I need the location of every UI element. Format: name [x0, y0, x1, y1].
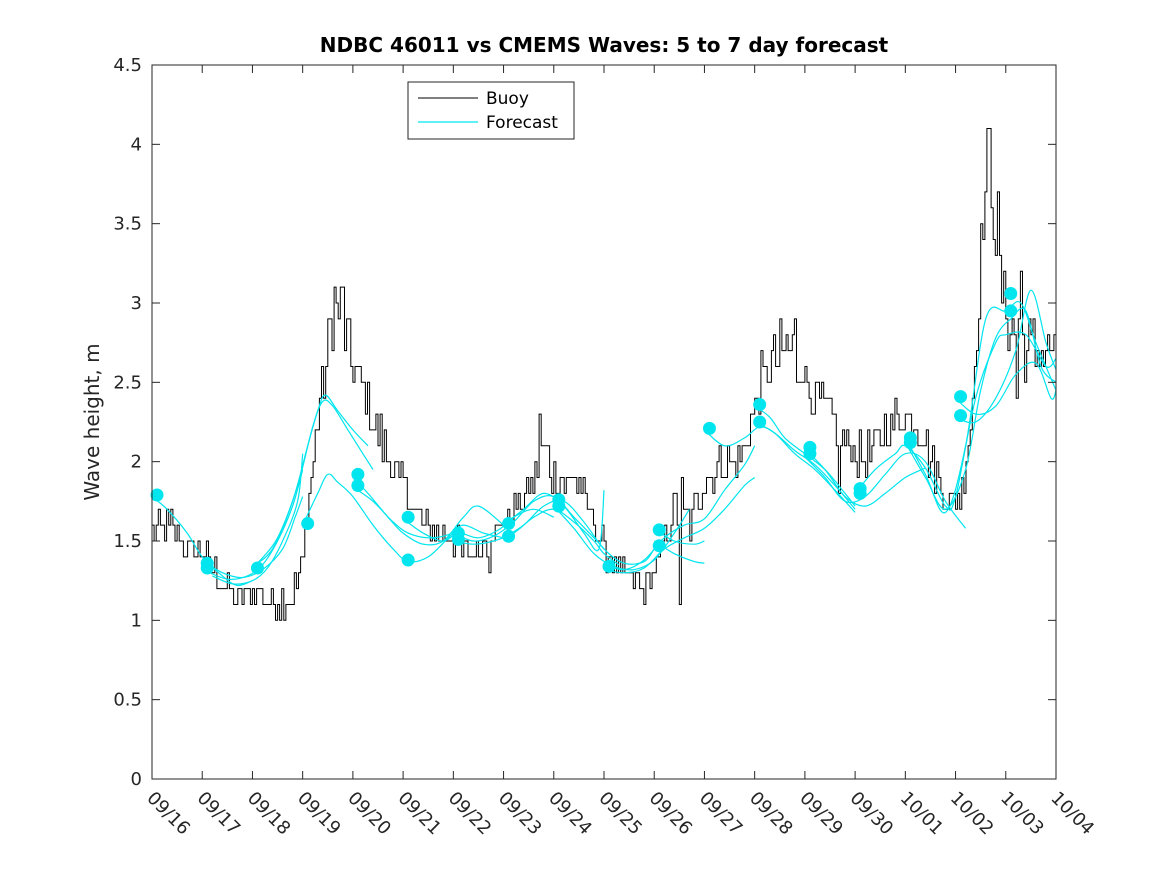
forecast-line	[904, 301, 1057, 514]
y-tick-label: 0	[131, 769, 142, 790]
forecast-line	[754, 421, 856, 513]
y-tick-label: 1.5	[113, 531, 142, 552]
forecast-marker	[150, 488, 164, 502]
forecast-line	[151, 496, 253, 587]
forecast-marker	[652, 523, 666, 537]
forecast-markers	[150, 286, 1018, 575]
forecast-line	[804, 452, 967, 529]
y-axis-label: Wave height, m	[80, 343, 104, 500]
y-tick-label: 2.5	[113, 372, 142, 393]
forecast-marker	[954, 409, 968, 423]
forecast-marker	[351, 467, 365, 481]
chart-title: NDBC 46011 vs CMEMS Waves: 5 to 7 day fo…	[320, 33, 889, 57]
forecast-marker	[753, 415, 767, 429]
forecast-marker	[1004, 304, 1018, 318]
legend-box	[407, 81, 575, 140]
forecast-marker	[502, 517, 516, 531]
y-tick-label: 3	[131, 293, 142, 314]
y-tick-label: 0.5	[113, 690, 142, 711]
legend: Buoy Forecast	[407, 81, 575, 140]
forecast-marker	[502, 529, 516, 543]
y-axis-ticks: 0 0.5 1 1.5 2 2.5 3 3.5 4 4.5	[113, 55, 1056, 790]
plot-area	[152, 65, 1056, 779]
forecast-marker	[753, 398, 767, 412]
forecast-line	[212, 453, 304, 585]
legend-buoy-label: Buoy	[486, 89, 529, 109]
forecast-marker	[552, 499, 566, 513]
forecast-marker	[903, 436, 917, 450]
y-tick-label: 4	[131, 134, 142, 155]
forecast-line	[352, 477, 504, 546]
forecast-marker	[401, 553, 415, 567]
forecast-line	[453, 495, 605, 550]
forecast-line	[257, 399, 374, 564]
forecast-line	[302, 473, 454, 563]
forecast-marker	[1004, 286, 1018, 300]
forecast-marker	[652, 539, 666, 553]
forecast-marker	[954, 390, 968, 404]
forecast-line	[955, 361, 1057, 415]
forecast-line	[603, 445, 756, 571]
y-tick-label: 2	[131, 452, 142, 473]
legend-forecast-label: Forecast	[486, 113, 558, 133]
forecast-marker	[351, 478, 365, 492]
forecast-marker	[803, 447, 817, 461]
forecast-marker	[702, 421, 716, 435]
forecast-line	[854, 331, 1057, 511]
y-tick-label: 4.5	[113, 55, 142, 76]
forecast-line	[804, 448, 926, 507]
forecast-line	[955, 289, 1057, 424]
forecast-line	[603, 477, 756, 574]
forecast-marker	[401, 510, 415, 524]
forecast-marker	[602, 559, 616, 573]
forecast-marker	[451, 532, 465, 546]
y-tick-label: 1	[131, 610, 142, 631]
y-tick-label: 3.5	[113, 214, 142, 235]
forecast-line	[402, 508, 555, 542]
forecast-marker	[301, 517, 315, 531]
forecast-line	[352, 486, 504, 539]
forecast-marker	[853, 486, 867, 500]
forecast-marker	[200, 561, 214, 575]
forecast-marker	[250, 561, 264, 575]
